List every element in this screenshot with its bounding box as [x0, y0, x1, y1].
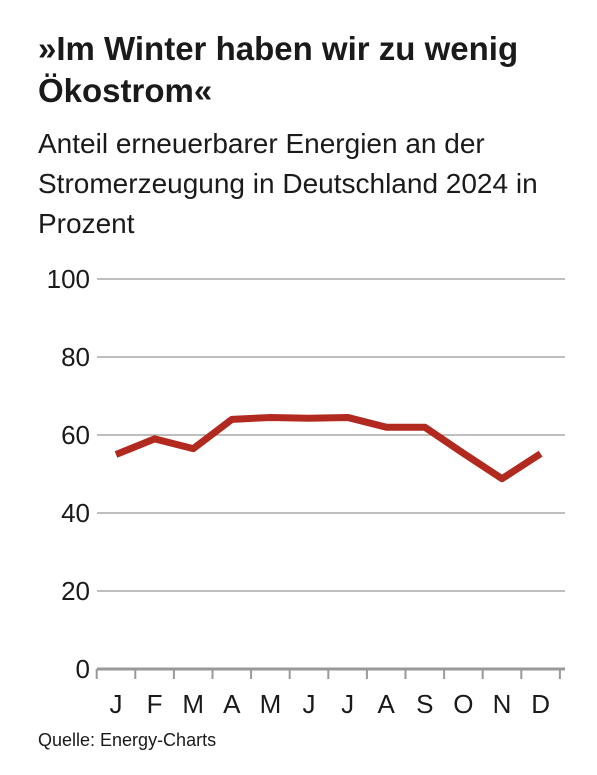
grid-lines: [97, 278, 565, 592]
x-tick-label: J: [303, 689, 316, 719]
y-tick-label: 80: [61, 342, 90, 372]
data-series: [114, 413, 543, 483]
x-tick-label: N: [493, 689, 512, 719]
x-tick-label: A: [378, 689, 396, 719]
x-tick-label: J: [110, 689, 123, 719]
y-tick-label: 60: [61, 420, 90, 450]
x-tick-label: M: [182, 689, 204, 719]
x-tick-label: A: [223, 689, 241, 719]
source-note: Quelle: Energy-Charts: [38, 730, 217, 750]
chart-subtitle: Anteil erneuerbarer Energien an der Stro…: [38, 128, 538, 239]
x-axis: [95, 667, 565, 679]
y-tick-label: 0: [76, 654, 90, 684]
x-tick-label: J: [341, 689, 354, 719]
y-tick-label: 20: [61, 576, 90, 606]
x-tick-label: F: [147, 689, 163, 719]
y-tick-label: 100: [47, 264, 90, 294]
series-line: [114, 413, 543, 483]
x-tick-label: S: [416, 689, 433, 719]
y-tick-label: 40: [61, 498, 90, 528]
chart-title: »Im Winter haben wir zu wenig Ökostrom«: [38, 30, 519, 109]
y-axis-tick-labels: 0 20 40 60 80 100: [47, 264, 90, 684]
x-tick-label: O: [453, 689, 473, 719]
x-tick-label: M: [260, 689, 282, 719]
x-tick-label: D: [531, 689, 550, 719]
